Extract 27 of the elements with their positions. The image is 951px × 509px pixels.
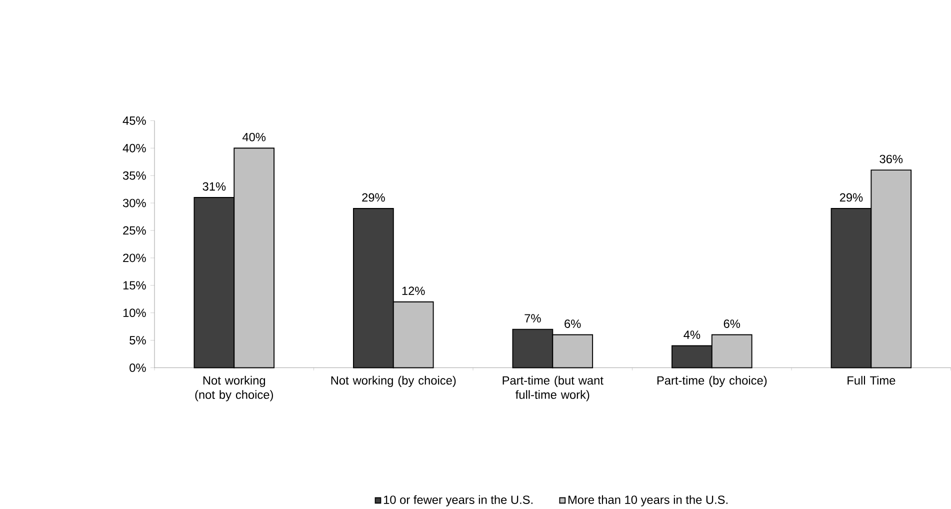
x-tick-label: Not working (not by choice) bbox=[195, 376, 273, 402]
x-tick-label: Full Time bbox=[848, 376, 896, 384]
data-label: 4% bbox=[684, 330, 700, 339]
x-tick-label: Not working (by choice) bbox=[331, 376, 456, 387]
y-tick-label: 0% bbox=[130, 363, 146, 372]
data-label: 12% bbox=[402, 286, 425, 295]
y-tick-label: 35% bbox=[122, 171, 146, 180]
y-tick-label: 30% bbox=[122, 198, 146, 208]
data-label: 7% bbox=[524, 314, 541, 322]
data-label: 6% bbox=[564, 319, 581, 328]
x-tick-label: Part-time (but want full-time work) bbox=[502, 376, 604, 402]
y-tick-label: 25% bbox=[123, 226, 146, 234]
data-label: 29% bbox=[362, 193, 385, 202]
legend-label: 10 or fewer years in the U.S. bbox=[384, 495, 532, 506]
legend-label: More than 10 years in the U.S. bbox=[568, 495, 728, 506]
data-label: 36% bbox=[880, 154, 903, 164]
y-tick-label: 15% bbox=[123, 280, 146, 290]
y-tick-label: 10% bbox=[123, 308, 146, 317]
y-tick-label: 5% bbox=[130, 336, 146, 344]
data-label: 29% bbox=[840, 193, 863, 202]
x-tick-label: Part-time (by choice) bbox=[657, 376, 767, 387]
data-label: 6% bbox=[724, 319, 740, 328]
data-label: 31% bbox=[202, 182, 226, 190]
y-tick-label: 45% bbox=[122, 116, 146, 125]
y-tick-label: 40% bbox=[122, 144, 146, 152]
y-tick-label: 20% bbox=[123, 254, 146, 262]
data-label: 40% bbox=[242, 132, 266, 142]
